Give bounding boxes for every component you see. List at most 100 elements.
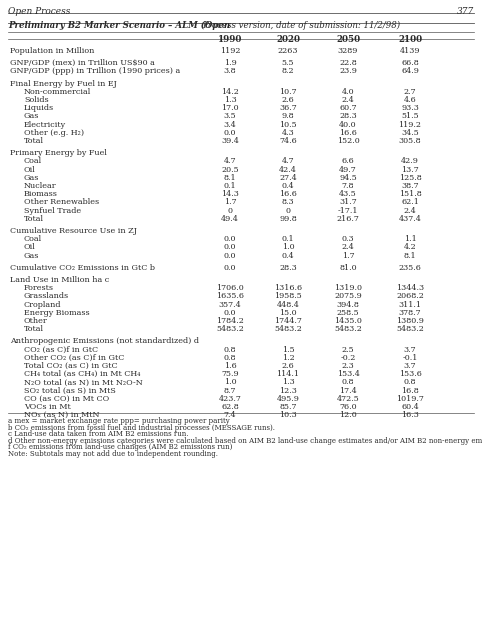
Text: 17.4: 17.4 (339, 387, 357, 395)
Text: 22.8: 22.8 (339, 60, 357, 67)
Text: 4.0: 4.0 (342, 88, 354, 96)
Text: 2100: 2100 (398, 35, 422, 44)
Text: 60.4: 60.4 (401, 403, 419, 411)
Text: 114.1: 114.1 (277, 370, 299, 378)
Text: Coal: Coal (24, 157, 42, 165)
Text: 23.9: 23.9 (339, 67, 357, 76)
Text: 0: 0 (285, 207, 291, 214)
Text: 1380.9: 1380.9 (396, 317, 424, 325)
Text: 0.1: 0.1 (281, 236, 295, 243)
Text: Cropland: Cropland (24, 301, 62, 308)
Text: 235.6: 235.6 (399, 264, 421, 272)
Text: 1.7: 1.7 (342, 252, 354, 260)
Text: 12.3: 12.3 (279, 387, 297, 395)
Text: -0.2: -0.2 (340, 354, 356, 362)
Text: 151.8: 151.8 (399, 190, 421, 198)
Text: 2263: 2263 (278, 47, 298, 55)
Text: 0.0: 0.0 (224, 309, 236, 317)
Text: Gas: Gas (24, 113, 40, 120)
Text: 42.9: 42.9 (401, 157, 419, 165)
Text: 8.7: 8.7 (224, 387, 236, 395)
Text: Process version, date of submission: 11/2/98): Process version, date of submission: 11/… (202, 21, 400, 30)
Text: 6.6: 6.6 (342, 157, 354, 165)
Text: 5.5: 5.5 (282, 60, 294, 67)
Text: Cumulative CO₂ Emissions in GtC b: Cumulative CO₂ Emissions in GtC b (10, 264, 155, 272)
Text: 8.1: 8.1 (404, 252, 416, 260)
Text: c Land-use data taken from AIM B2 emissions run.: c Land-use data taken from AIM B2 emissi… (8, 430, 188, 438)
Text: Liquids: Liquids (24, 104, 54, 112)
Text: SO₂ total (as S) in MtS: SO₂ total (as S) in MtS (24, 387, 116, 395)
Text: 1.6: 1.6 (224, 362, 236, 370)
Text: Other (e.g. H₂): Other (e.g. H₂) (24, 129, 84, 137)
Text: 2050: 2050 (336, 35, 360, 44)
Text: 14.2: 14.2 (221, 88, 239, 96)
Text: Other CO₂ (as C)f in GtC: Other CO₂ (as C)f in GtC (24, 354, 124, 362)
Text: 2.6: 2.6 (281, 362, 295, 370)
Text: 5483.2: 5483.2 (334, 325, 362, 333)
Text: 16.6: 16.6 (279, 190, 297, 198)
Text: 3.7: 3.7 (404, 346, 416, 354)
Text: CO (as CO) in Mt CO: CO (as CO) in Mt CO (24, 395, 109, 403)
Text: 423.7: 423.7 (218, 395, 241, 403)
Text: GNP/GDP (ppp) in Trillion (1990 prices) a: GNP/GDP (ppp) in Trillion (1990 prices) … (10, 67, 180, 76)
Text: 125.8: 125.8 (399, 174, 421, 182)
Text: 1344.3: 1344.3 (396, 284, 424, 292)
Text: 1316.6: 1316.6 (274, 284, 302, 292)
Text: 93.3: 93.3 (401, 104, 419, 112)
Text: 216.7: 216.7 (336, 215, 360, 223)
Text: Cumulative Resource Use in ZJ: Cumulative Resource Use in ZJ (10, 227, 137, 235)
Text: Total: Total (24, 215, 44, 223)
Text: Final Energy by Fuel in EJ: Final Energy by Fuel in EJ (10, 79, 117, 88)
Text: Oil: Oil (24, 166, 36, 173)
Text: 17.0: 17.0 (221, 104, 239, 112)
Text: Total CO₂ (as C) in GtC: Total CO₂ (as C) in GtC (24, 362, 118, 370)
Text: 0.8: 0.8 (224, 346, 236, 354)
Text: 1019.7: 1019.7 (396, 395, 424, 403)
Text: 13.7: 13.7 (401, 166, 419, 173)
Text: a mex = market exchange rate ppp= purchasing power parity: a mex = market exchange rate ppp= purcha… (8, 417, 230, 425)
Text: 311.1: 311.1 (399, 301, 421, 308)
Text: 0.1: 0.1 (224, 182, 236, 190)
Text: 38.7: 38.7 (401, 182, 419, 190)
Text: 8.2: 8.2 (281, 67, 295, 76)
Text: 2.4: 2.4 (342, 243, 354, 252)
Text: 0.0: 0.0 (224, 252, 236, 260)
Text: -17.1: -17.1 (338, 207, 358, 214)
Text: 1.2: 1.2 (281, 354, 295, 362)
Text: 75.9: 75.9 (221, 370, 239, 378)
Text: d Other non-energy emissions categories were calculated based on AIM B2 land-use: d Other non-energy emissions categories … (8, 436, 482, 445)
Text: 0.0: 0.0 (224, 243, 236, 252)
Text: 60.7: 60.7 (339, 104, 357, 112)
Text: b CO₂ emissions from fossil fuel and industrial processes (MESSAGE runs).: b CO₂ emissions from fossil fuel and ind… (8, 424, 275, 432)
Text: Preliminary B2 Marker Scenario – ALM (Open: Preliminary B2 Marker Scenario – ALM (Op… (8, 21, 233, 30)
Text: 0.0: 0.0 (224, 264, 236, 272)
Text: 4139: 4139 (400, 47, 420, 55)
Text: 1319.0: 1319.0 (334, 284, 362, 292)
Text: 258.5: 258.5 (337, 309, 359, 317)
Text: 2.5: 2.5 (342, 346, 354, 354)
Text: 43.5: 43.5 (339, 190, 357, 198)
Text: 1706.0: 1706.0 (216, 284, 244, 292)
Text: Synfuel Trade: Synfuel Trade (24, 207, 81, 214)
Text: 3.7: 3.7 (404, 362, 416, 370)
Text: 1.7: 1.7 (224, 198, 236, 207)
Text: 1.9: 1.9 (224, 60, 236, 67)
Text: 119.2: 119.2 (399, 120, 421, 129)
Text: 76.0: 76.0 (339, 403, 357, 411)
Text: Coal: Coal (24, 236, 42, 243)
Text: 448.4: 448.4 (277, 301, 299, 308)
Text: 152.0: 152.0 (336, 137, 360, 145)
Text: 28.3: 28.3 (279, 264, 297, 272)
Text: 305.8: 305.8 (399, 137, 421, 145)
Text: 62.1: 62.1 (401, 198, 419, 207)
Text: 0.0: 0.0 (224, 236, 236, 243)
Text: 1990: 1990 (218, 35, 242, 44)
Text: 0.4: 0.4 (281, 252, 295, 260)
Text: 74.6: 74.6 (279, 137, 297, 145)
Text: 7.8: 7.8 (342, 182, 354, 190)
Text: 1.0: 1.0 (281, 243, 295, 252)
Text: 2.6: 2.6 (281, 96, 295, 104)
Text: 39.4: 39.4 (221, 137, 239, 145)
Text: 85.7: 85.7 (279, 403, 297, 411)
Text: 1.3: 1.3 (224, 96, 236, 104)
